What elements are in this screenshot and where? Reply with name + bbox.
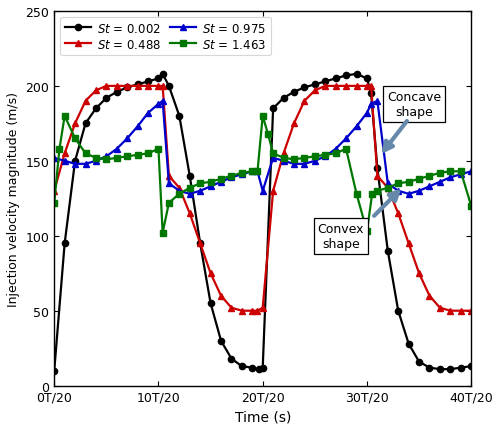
Text: Concave
shape: Concave shape — [387, 91, 441, 119]
X-axis label: Time (s): Time (s) — [234, 409, 291, 423]
Y-axis label: Injection velocity magnitude (m/s): Injection velocity magnitude (m/s) — [7, 92, 20, 306]
Text: Convex
shape: Convex shape — [318, 222, 364, 250]
Legend: $St$ = 0.002, $St$ = 0.488, $St$ = 0.975, $St$ = 1.463: $St$ = 0.002, $St$ = 0.488, $St$ = 0.975… — [60, 18, 271, 56]
